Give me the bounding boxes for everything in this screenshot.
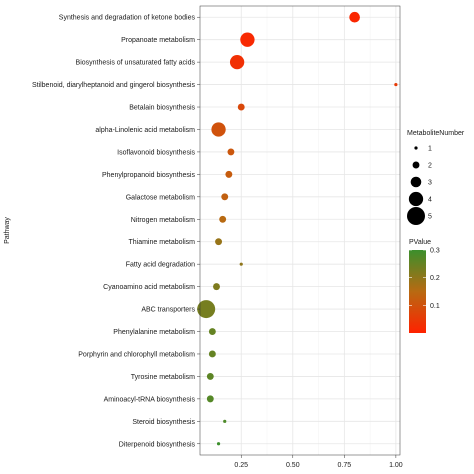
data-point (225, 170, 233, 178)
color-legend-title: PValue (409, 239, 431, 246)
y-tick-labels: Synthesis and degradation of ketone bodi… (32, 15, 200, 448)
panel-background (200, 6, 400, 455)
y-tick-label: Betalain biosynthesis (129, 105, 195, 112)
size-legend-label: 3 (428, 180, 432, 187)
x-tick-labels: 0.25 0.50 0.75 1.00 (234, 455, 403, 469)
y-tick-label: Isoflavonoid biosynthesis (117, 149, 195, 156)
y-tick-label: Thiamine metabolism (128, 239, 195, 246)
color-legend-label: 0.3 (430, 248, 440, 255)
color-legend-label: 0.2 (430, 275, 440, 282)
y-tick-label: Nitrogen metabolism (131, 217, 195, 224)
data-point (229, 54, 245, 70)
size-legend-label: 2 (428, 163, 432, 170)
color-legend-label: 0.1 (430, 303, 440, 310)
y-tick-label: Cyanoamino acid metabolism (103, 284, 195, 291)
y-tick-label: Stilbenoid, diarylheptanoid and gingerol… (32, 82, 196, 89)
plot-panel (197, 5, 401, 456)
data-point (227, 148, 235, 156)
data-point (206, 395, 214, 403)
size-legend-key (412, 161, 420, 169)
x-tick-label: 0.50 (286, 462, 300, 469)
color-gradient-bar (409, 250, 426, 333)
y-axis-title: Pathway (4, 217, 11, 244)
x-tick-label: 1.00 (389, 462, 403, 469)
data-point (208, 350, 216, 358)
data-point (239, 262, 243, 266)
grid-lines (200, 6, 400, 455)
size-legend: MetaboliteNumber 1 2 3 4 5 (407, 130, 465, 225)
y-tick-label: Phenylpropanoid biosynthesis (102, 172, 196, 179)
y-tick-label: ABC transporters (141, 307, 195, 314)
size-legend-label: 5 (428, 214, 432, 221)
y-tick-label: Diterpenoid biosynthesis (119, 441, 196, 448)
y-tick-label: Synthesis and degradation of ketone bodi… (59, 15, 196, 22)
data-point (215, 238, 223, 246)
y-tick-label: Biosynthesis of unsaturated fatty acids (76, 60, 196, 67)
size-legend-key (414, 146, 418, 150)
y-tick-label: alpha-Linolenic acid metabolism (95, 127, 195, 134)
size-legend-title: MetaboliteNumber (407, 130, 465, 137)
size-legend-key (407, 207, 425, 225)
size-legend-key (410, 176, 422, 188)
y-tick-label: Aminoacyl-tRNA biosynthesis (104, 396, 196, 403)
panel-border (199, 5, 401, 456)
data-point (208, 328, 216, 335)
size-legend-key (408, 191, 424, 207)
data-point (394, 82, 398, 87)
data-point (197, 300, 216, 319)
y-tick-label: Galactose metabolism (126, 194, 195, 201)
data-points (197, 11, 398, 446)
data-point (206, 372, 214, 380)
y-tick-label: Propanoate metabolism (121, 37, 195, 44)
y-tick-label: Steroid biosynthesis (132, 419, 195, 426)
data-point (211, 122, 226, 137)
data-point (223, 419, 227, 423)
y-tick-label: Phenylalanine metabolism (113, 329, 195, 336)
y-tick-label: Porphyrin and chlorophyll metabolism (78, 351, 195, 358)
data-point (216, 442, 221, 446)
size-legend-label: 4 (428, 197, 432, 204)
y-tick-label: Tyrosine metabolism (131, 374, 195, 381)
y-tick-label: Fatty acid degradation (126, 262, 195, 269)
data-point (219, 215, 227, 223)
x-tick-label: 0.25 (234, 462, 248, 469)
data-point (221, 193, 229, 201)
data-point (213, 283, 220, 291)
x-tick-label: 0.75 (338, 462, 352, 469)
data-point (240, 32, 255, 47)
color-legend: PValue 0.1 0.2 0.3 (409, 239, 440, 333)
data-point (349, 11, 360, 23)
size-legend-label: 1 (428, 146, 432, 153)
data-point (237, 103, 245, 111)
